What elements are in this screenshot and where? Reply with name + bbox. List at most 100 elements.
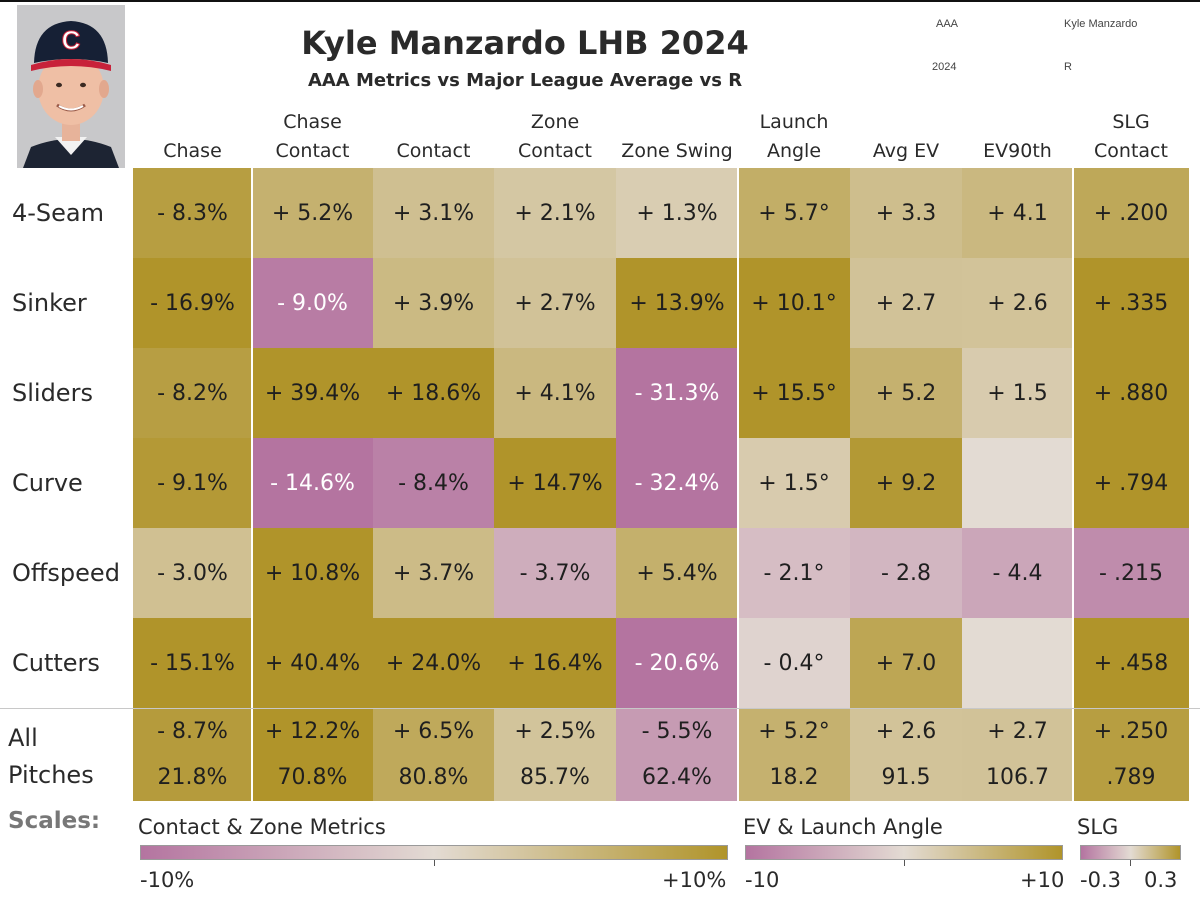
all-pitches-actual: 80.8% — [398, 765, 469, 790]
cell-sinker-slg-contact: + .335 — [1073, 258, 1189, 348]
row-header-sliders: Sliders — [12, 379, 93, 407]
all-pitches-actual: 85.7% — [520, 765, 590, 790]
col-header-line2: Chase — [163, 140, 222, 162]
cell-sinker-avg-ev: + 2.7 — [850, 258, 962, 348]
cell-all-pitches-contact: + 6.5% 80.8% — [373, 709, 494, 801]
row-header-offspeed: Offspeed — [12, 559, 120, 587]
col-header-line2: Avg EV — [872, 140, 940, 162]
legend-ev-min: -10 — [745, 868, 780, 892]
chart-title: Kyle Manzardo LHB 2024 — [301, 24, 749, 62]
col-header-slg-contact: SLG Contact — [1073, 111, 1189, 166]
legend-ev-max: +10 — [1020, 868, 1065, 892]
cell-sinker-chase: - 16.9% — [133, 258, 252, 348]
all-pitches-label-line1: All — [8, 724, 38, 752]
corner-player: Kyle Manzardo — [1064, 18, 1138, 30]
all-pitches-diff: + 2.5% — [514, 719, 596, 744]
cell-curve-zone-contact: + 14.7% — [494, 438, 616, 528]
all-pitches-diff: + 5.2° — [758, 719, 830, 744]
legend-slg-min: -0.3 — [1080, 868, 1121, 892]
col-header-line1: Zone — [530, 111, 580, 133]
scales-label: Scales: — [8, 808, 101, 834]
cell-sinker-contact: + 3.9% — [373, 258, 494, 348]
cell-curve-chase: - 9.1% — [133, 438, 252, 528]
cell-curve-zone-swing: - 32.4% — [616, 438, 738, 528]
svg-text:C: C — [62, 25, 81, 55]
col-header-zone-swing: Zone Swing — [616, 112, 738, 166]
cell-all-pitches-ev90: + 2.7 106.7 — [962, 709, 1073, 801]
legend-slg-midtick — [1130, 860, 1131, 866]
all-pitches-diff: - 5.5% — [641, 719, 713, 744]
all-pitches-actual: 62.4% — [642, 765, 712, 790]
legend-pct-min: -10% — [140, 868, 195, 892]
col-header-line2: EV90th — [983, 140, 1052, 162]
cell-all-pitches-zone-swing: - 5.5% 62.4% — [616, 709, 738, 801]
cell-4-seam-avg-ev: + 3.3 — [850, 168, 962, 258]
cell-4-seam-chase-contact: + 5.2% — [252, 168, 373, 258]
group-separator — [1072, 168, 1074, 802]
col-header-line2: Contact — [275, 140, 350, 162]
legend-pct-max: +10% — [662, 868, 727, 892]
cell-cutters-contact: + 24.0% — [373, 618, 494, 708]
chart-subtitle: AAA Metrics vs Major League Average vs R — [307, 70, 743, 91]
cell-curve-avg-ev: + 9.2 — [850, 438, 962, 528]
corner-year: 2024 — [932, 61, 957, 73]
cell-all-pitches-chase: - 8.7% 21.8% — [133, 709, 252, 801]
legend-ev-bar — [745, 845, 1063, 860]
cell-4-seam-ev90: + 4.1 — [962, 168, 1073, 258]
cell-cutters-slg-contact: + .458 — [1073, 618, 1189, 708]
cell-offspeed-zone-swing: + 5.4% — [616, 528, 738, 618]
cell-4-seam-contact: + 3.1% — [373, 168, 494, 258]
cell-offspeed-zone-contact: - 3.7% — [494, 528, 616, 618]
legend-slg-bar — [1080, 845, 1181, 860]
all-pitches-actual: 18.2 — [769, 765, 819, 790]
col-header-line2: Contact — [396, 140, 471, 162]
all-pitches-actual: .789 — [1106, 765, 1156, 790]
cell-offspeed-slg-contact: - .215 — [1073, 528, 1189, 618]
cell-sliders-launch-angle: + 15.5° — [738, 348, 850, 438]
legend-pct-title: Contact & Zone Metrics — [138, 815, 386, 839]
top-rule — [0, 0, 1200, 2]
cell-cutters-ev90 — [962, 618, 1073, 708]
row-header-sinker: Sinker — [12, 289, 87, 317]
all-pitches-divider — [0, 708, 1200, 709]
cell-sinker-zone-contact: + 2.7% — [494, 258, 616, 348]
all-pitches-diff: + 2.6 — [875, 719, 937, 744]
row-header-4-seam: 4-Seam — [12, 199, 105, 227]
cell-cutters-launch-angle: - 0.4° — [738, 618, 850, 708]
all-pitches-actual: 106.7 — [986, 765, 1049, 790]
cell-cutters-chase-contact: + 40.4% — [252, 618, 373, 708]
cell-all-pitches-zone-contact: + 2.5% 85.7% — [494, 709, 616, 801]
cell-curve-contact: - 8.4% — [373, 438, 494, 528]
all-pitches-actual: 91.5 — [881, 765, 931, 790]
all-pitches-diff: + 6.5% — [392, 719, 475, 744]
corner-hand: R — [1064, 61, 1072, 73]
all-pitches-diff: + .250 — [1093, 719, 1169, 744]
cell-offspeed-avg-ev: - 2.8 — [850, 528, 962, 618]
row-header-curve: Curve — [12, 469, 83, 497]
col-header-chase-contact: Chase Contact — [252, 111, 373, 166]
legend-slg-max: 0.3 — [1144, 868, 1178, 892]
cell-sliders-avg-ev: + 5.2 — [850, 348, 962, 438]
cell-curve-ev90 — [962, 438, 1073, 528]
col-header-chase: Chase — [133, 112, 252, 166]
cell-all-pitches-slg-contact: + .250 .789 — [1073, 709, 1189, 801]
cell-sliders-chase-contact: + 39.4% — [252, 348, 373, 438]
cell-offspeed-chase-contact: + 10.8% — [252, 528, 373, 618]
cell-sliders-ev90: + 1.5 — [962, 348, 1073, 438]
col-header-line1: Chase — [283, 111, 342, 133]
legend-pct-midtick — [434, 860, 435, 866]
cell-4-seam-chase: - 8.3% — [133, 168, 252, 258]
col-header-contact: Contact — [373, 112, 494, 166]
col-header-line1: SLG — [1112, 111, 1150, 133]
cell-all-pitches-chase-contact: + 12.2% 70.8% — [252, 709, 373, 801]
player-photo: C — [17, 5, 125, 168]
cell-4-seam-zone-contact: + 2.1% — [494, 168, 616, 258]
cell-4-seam-zone-swing: + 1.3% — [616, 168, 738, 258]
col-header-launch-angle: Launch Angle — [738, 111, 850, 166]
legend-ev-title: EV & Launch Angle — [743, 815, 943, 839]
cell-all-pitches-avg-ev: + 2.6 91.5 — [850, 709, 962, 801]
cell-offspeed-ev90: - 4.4 — [962, 528, 1073, 618]
all-pitches-diff: + 2.7 — [987, 719, 1048, 744]
cell-4-seam-launch-angle: + 5.7° — [738, 168, 850, 258]
cell-cutters-avg-ev: + 7.0 — [850, 618, 962, 708]
